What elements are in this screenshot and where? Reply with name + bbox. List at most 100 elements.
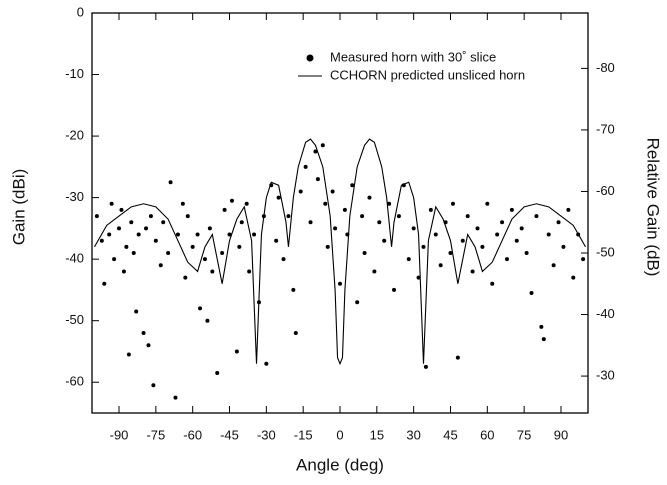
legend-label: CCHORN predicted unsliced horn: [330, 67, 525, 82]
data-point: [117, 226, 122, 231]
x-tick-label: -75: [146, 427, 165, 442]
data-point: [144, 226, 149, 231]
data-point: [158, 263, 163, 268]
data-point: [220, 251, 225, 255]
data-point: [475, 226, 480, 231]
data-point: [320, 143, 325, 148]
data-point: [153, 238, 158, 243]
data-point: [126, 352, 131, 357]
data-point: [342, 207, 347, 212]
data-point: [185, 214, 190, 219]
data-point: [180, 201, 185, 206]
data-point: [107, 232, 112, 237]
data-point: [551, 263, 556, 268]
data-point: [247, 269, 252, 274]
x-tick-label: -45: [220, 427, 239, 442]
data-point: [460, 238, 465, 243]
data-point: [173, 395, 178, 400]
data-point: [227, 232, 232, 237]
data-point: [350, 183, 355, 188]
data-point: [325, 244, 330, 249]
data-point: [315, 177, 320, 182]
x-tick-label: -60: [183, 427, 202, 442]
y-tick-label: -40: [65, 251, 84, 266]
data-point: [433, 232, 438, 237]
data-point: [377, 220, 382, 225]
y-tick-label: -30: [65, 189, 84, 204]
data-point: [581, 257, 586, 262]
data-point: [124, 244, 129, 249]
y-axis-label: Gain (dBi): [9, 169, 28, 246]
data-point: [281, 257, 286, 262]
data-point: [229, 198, 234, 203]
data-point: [276, 195, 281, 200]
data-point: [362, 251, 367, 255]
data-point: [514, 238, 519, 243]
data-point: [121, 269, 126, 274]
data-point: [465, 214, 470, 219]
y2-tick-label: -50: [596, 244, 615, 259]
y-tick-label: -60: [65, 374, 84, 389]
data-point: [330, 189, 335, 194]
data-point: [215, 371, 220, 375]
data-point: [94, 214, 99, 219]
data-point: [286, 214, 291, 219]
data-point: [490, 281, 495, 286]
x-tick-label: -90: [110, 427, 129, 442]
data-point: [396, 214, 401, 219]
y2-tick-label: -30: [596, 368, 615, 383]
x-tick-label: -15: [294, 427, 313, 442]
data-point: [141, 331, 146, 335]
data-point: [148, 214, 153, 219]
y2-tick-label: -80: [596, 60, 615, 75]
data-point: [195, 232, 200, 237]
data-point: [546, 232, 551, 237]
data-point: [146, 343, 151, 348]
data-point: [421, 244, 426, 249]
x-tick-label: 15: [370, 427, 384, 442]
data-point: [524, 251, 529, 255]
data-point: [333, 226, 338, 231]
data-point: [450, 201, 455, 206]
data-point: [99, 238, 104, 243]
data-point: [406, 257, 411, 262]
legend-marker: [306, 54, 314, 62]
x-tick-label: 30: [406, 427, 420, 442]
data-point: [202, 257, 207, 262]
x-tick-label: 90: [554, 427, 568, 442]
data-point: [190, 244, 195, 249]
data-point: [298, 189, 303, 194]
data-point: [244, 201, 249, 206]
data-point: [234, 349, 239, 354]
data-point: [372, 269, 377, 274]
data-point: [382, 238, 387, 243]
data-point: [161, 220, 166, 225]
data-point: [239, 220, 244, 225]
data-point: [534, 214, 539, 219]
x-tick-label: 75: [517, 427, 531, 442]
data-point: [102, 281, 107, 286]
data-point: [360, 214, 365, 219]
y-tick-label: -20: [65, 128, 84, 143]
data-point: [198, 306, 203, 311]
data-point: [387, 201, 392, 206]
x-tick-label: 0: [336, 427, 343, 442]
data-point: [222, 207, 227, 212]
data-point: [438, 263, 443, 268]
x-tick-label: 60: [480, 427, 494, 442]
data-point: [500, 220, 505, 225]
data-point: [166, 251, 171, 255]
data-point: [411, 226, 416, 231]
data-point: [323, 201, 328, 206]
data-point: [539, 324, 544, 329]
x-tick-label: -30: [257, 427, 276, 442]
data-point: [541, 337, 546, 342]
data-point: [293, 331, 298, 335]
data-point: [119, 207, 124, 212]
data-point: [205, 318, 210, 323]
data-point: [416, 275, 421, 280]
data-point: [175, 232, 180, 237]
data-point: [423, 364, 428, 369]
data-point: [504, 257, 509, 262]
